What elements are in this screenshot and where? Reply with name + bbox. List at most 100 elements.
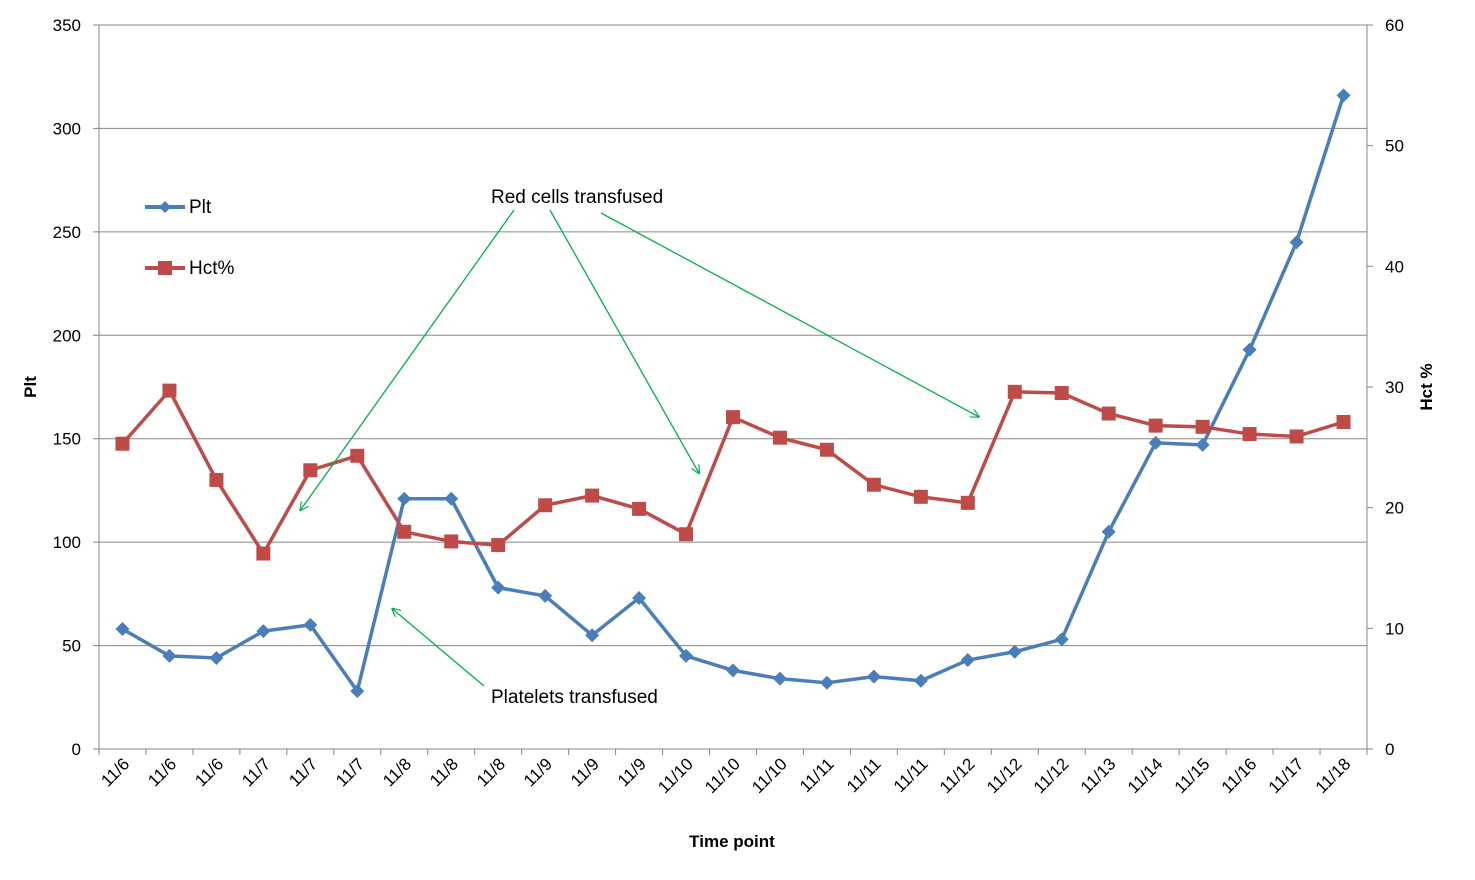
data-point-hct: [162, 383, 177, 398]
data-point-plt: [1007, 644, 1022, 659]
annotation-arrow-red-cells: [300, 209, 515, 510]
data-point-hct: [491, 538, 506, 553]
x-tick-label: 11/11: [843, 754, 885, 796]
series-line-plt: [121, 94, 1346, 693]
data-point-plt: [1195, 437, 1210, 452]
data-point-hct: [1336, 414, 1351, 429]
data-point-plt: [1054, 632, 1069, 647]
data-point-hct: [115, 436, 130, 451]
data-point-plt: [397, 491, 412, 506]
data-point-hct: [1195, 419, 1210, 434]
data-point-hct: [256, 546, 271, 561]
annotation-arrow-red-cells: [549, 209, 699, 473]
y2-tick-label: 20: [1385, 499, 1404, 518]
y2-tick-label: 30: [1385, 378, 1404, 397]
x-tick-label: 11/6: [97, 754, 133, 790]
y2-tick-label: 50: [1385, 137, 1404, 156]
annotation-platelets: Platelets transfused: [491, 687, 658, 708]
x-tick-label: 11/8: [426, 754, 462, 790]
data-point-plt: [632, 590, 647, 605]
axes: 0 50 100 150 200 250 300 350 0 10 20 30 40 50 60 11/6 11…: [53, 16, 1404, 797]
data-point-plt: [303, 617, 318, 632]
data-point-hct: [1101, 406, 1116, 421]
data-point-hct: [913, 489, 928, 504]
data-point-hct: [726, 410, 740, 425]
x-tick-label: 11/9: [520, 754, 556, 790]
x-tick-label: 11/15: [1171, 754, 1214, 797]
series-layer: [115, 88, 1351, 699]
data-point-hct: [772, 430, 787, 445]
y2-tick-label: 40: [1385, 257, 1404, 276]
gridlines: [98, 24, 1368, 750]
y-tick-label: 350: [53, 16, 81, 35]
data-point-hct: [585, 488, 600, 503]
data-point-hct: [866, 477, 881, 492]
legend: Plt Hct%: [145, 197, 235, 279]
data-point-hct: [1242, 427, 1257, 442]
data-point-hct: [1054, 386, 1069, 401]
data-point-plt: [1242, 342, 1257, 357]
data-point-hct: [209, 472, 224, 487]
data-point-plt: [585, 628, 600, 643]
x-tick-label: 11/9: [567, 754, 603, 790]
x-tick-label: 11/7: [238, 754, 274, 790]
x-tick-label: 11/10: [701, 754, 744, 797]
data-point-hct: [1289, 429, 1304, 444]
data-point-plt: [913, 673, 928, 688]
x-tick-label: 11/11: [890, 754, 932, 796]
x-tick-label: 11/16: [1218, 754, 1261, 797]
annotation-arrow-platelets: [392, 609, 485, 687]
y-tick-label: 300: [53, 119, 81, 138]
data-point-plt: [1336, 88, 1351, 103]
x-tick-label: 11/17: [1265, 754, 1308, 797]
data-point-hct: [960, 495, 975, 510]
plot-area-border: [98, 24, 1368, 750]
data-point-hct: [1148, 418, 1163, 433]
x-tick-label: 11/14: [1124, 754, 1167, 797]
data-point-plt: [538, 588, 553, 603]
data-point-hct: [679, 527, 694, 542]
legend-plt-marker: [159, 201, 171, 213]
data-point-plt: [209, 650, 224, 665]
y-tick-label: 250: [53, 223, 81, 242]
data-point-hct: [350, 448, 365, 463]
data-point-hct: [397, 524, 412, 539]
y-tick-label: 100: [53, 533, 81, 552]
x-tick-label: 11/6: [144, 754, 180, 790]
y2-tick-label: 0: [1385, 740, 1394, 759]
y2-tick-label: 10: [1385, 619, 1404, 638]
y-tick-label: 200: [53, 326, 81, 345]
data-point-plt: [256, 624, 271, 639]
data-point-plt: [726, 663, 740, 678]
data-point-hct: [303, 463, 318, 478]
data-point-plt: [819, 675, 834, 690]
x-tick-label: 11/10: [748, 754, 791, 797]
data-point-plt: [772, 671, 787, 686]
y-axis-title: Plt: [21, 376, 40, 398]
y-tick-label: 150: [53, 430, 81, 449]
data-point-plt: [679, 648, 694, 663]
y2-axis-title: Hct %: [1417, 363, 1436, 410]
x-tick-label: 11/8: [473, 754, 509, 790]
data-point-plt: [350, 684, 365, 699]
annotation-layer: [300, 209, 979, 687]
legend-hct-marker: [158, 261, 172, 275]
data-point-plt: [1101, 524, 1116, 539]
x-tick-label: 11/7: [332, 754, 368, 790]
y-tick-label: 0: [72, 740, 81, 759]
data-point-plt: [491, 580, 506, 595]
data-point-hct: [1007, 384, 1022, 399]
data-point-plt: [1148, 435, 1163, 450]
data-point-plt: [960, 653, 975, 668]
data-point-plt: [115, 622, 130, 637]
x-tick-label: 11/12: [983, 754, 1026, 797]
y2-tick-label: 60: [1385, 16, 1404, 35]
data-point-plt: [1289, 235, 1304, 250]
annotation-arrow-red-cells: [600, 212, 979, 417]
x-axis-title: Time point: [689, 832, 775, 851]
data-point-hct: [538, 498, 553, 513]
x-tick-label: 11/11: [796, 754, 838, 796]
x-tick-label: 11/18: [1312, 754, 1355, 797]
y-tick-label: 50: [62, 637, 81, 656]
